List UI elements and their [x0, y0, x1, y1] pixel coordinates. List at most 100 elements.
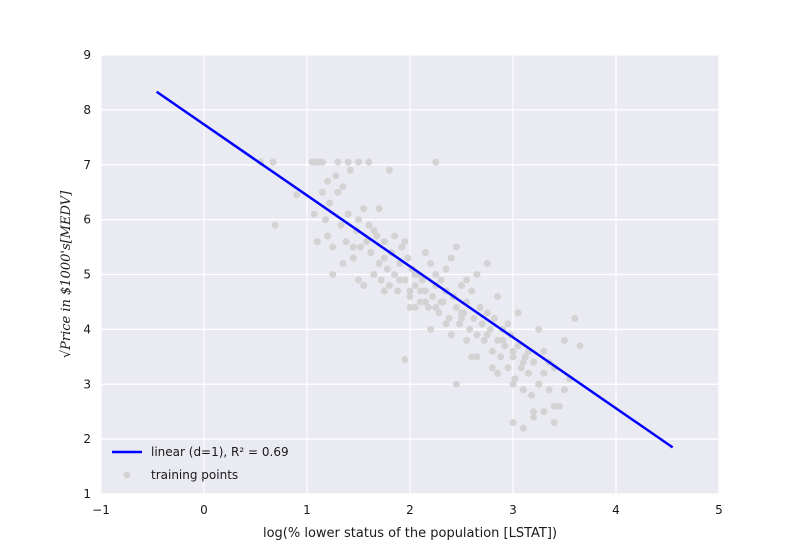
training-point	[339, 260, 347, 268]
training-point	[322, 216, 330, 224]
training-point	[421, 298, 429, 306]
training-point	[488, 364, 496, 372]
training-point	[313, 238, 321, 246]
training-point	[365, 158, 373, 166]
training-point	[271, 221, 279, 229]
y-tick-label: 4	[83, 322, 91, 336]
training-point	[458, 314, 465, 322]
training-point	[509, 380, 517, 388]
training-point	[435, 309, 443, 317]
training-point	[437, 298, 445, 306]
training-point	[497, 353, 505, 361]
training-point	[499, 336, 507, 344]
training-point	[344, 158, 352, 166]
training-point	[406, 303, 414, 311]
y-tick-label: 3	[83, 377, 91, 391]
training-point	[427, 260, 435, 268]
training-point	[355, 216, 362, 224]
training-point	[473, 331, 481, 339]
training-point	[429, 292, 437, 300]
training-point	[346, 166, 354, 174]
training-point	[339, 183, 347, 191]
x-tick-labels: −1 0 1 2 3 4 5	[92, 503, 723, 517]
y-tick-label: 8	[83, 103, 91, 117]
training-point	[524, 369, 532, 377]
gridlines	[100, 54, 720, 495]
training-point	[355, 158, 362, 166]
training-point	[509, 353, 517, 361]
training-point	[411, 281, 419, 289]
training-point	[293, 191, 301, 199]
training-point	[404, 254, 412, 262]
training-point	[377, 276, 385, 284]
training-point	[466, 325, 474, 333]
training-point	[550, 402, 558, 410]
training-point	[458, 281, 465, 289]
training-point	[463, 336, 471, 344]
training-point	[473, 271, 481, 278]
training-point	[380, 254, 388, 262]
training-point	[535, 380, 543, 388]
training-point	[550, 419, 558, 427]
training-point	[311, 158, 319, 166]
training-point	[545, 386, 553, 394]
training-point	[406, 287, 414, 295]
training-point	[418, 276, 426, 284]
training-point	[396, 276, 404, 284]
training-point	[483, 331, 491, 339]
y-tick-label: 5	[83, 268, 91, 282]
training-point	[425, 303, 433, 311]
training-point	[530, 413, 538, 421]
training-point	[504, 364, 512, 372]
training-point	[432, 158, 440, 166]
training-point	[514, 342, 522, 350]
linear-fit-line	[155, 90, 674, 449]
training-point	[468, 353, 476, 361]
training-point	[519, 386, 527, 394]
training-point	[326, 199, 334, 207]
y-tick-label: 7	[83, 158, 91, 172]
training-point	[318, 158, 326, 166]
training-point	[447, 331, 455, 339]
training-point	[452, 303, 460, 311]
training-point	[483, 260, 491, 268]
legend-label-linear: linear (d=1), R² = 0.69	[151, 445, 289, 459]
training-point	[455, 320, 463, 328]
training-point	[367, 249, 375, 257]
training-point	[478, 320, 486, 328]
x-tick-label: 4	[612, 503, 620, 517]
training-point	[535, 325, 543, 333]
training-point	[490, 314, 498, 322]
training-point	[329, 271, 337, 278]
legend: linear (d=1), R² = 0.69 training points	[112, 445, 289, 482]
training-point	[509, 419, 517, 427]
training-point	[370, 227, 378, 235]
fit-line-layer	[155, 90, 674, 449]
training-point	[483, 309, 491, 317]
training-point	[411, 271, 419, 278]
training-point	[401, 356, 409, 364]
training-point	[334, 188, 342, 196]
training-point	[391, 271, 399, 278]
training-point	[332, 172, 340, 180]
training-point	[445, 314, 453, 322]
training-point	[416, 287, 424, 295]
training-point	[373, 232, 381, 240]
training-point	[561, 386, 568, 394]
training-point	[357, 243, 365, 251]
y-tick-labels: 1 2 3 4 5 6 7 8 9	[83, 48, 91, 501]
training-point	[530, 358, 538, 366]
training-point	[511, 375, 519, 383]
training-point	[447, 254, 455, 262]
training-point	[517, 364, 525, 372]
training-point	[349, 254, 357, 262]
training-point	[344, 210, 352, 218]
training-point	[476, 303, 484, 311]
training-point	[452, 243, 460, 251]
training-point	[501, 342, 509, 350]
training-point	[310, 210, 318, 218]
training-point	[360, 281, 368, 289]
training-point	[442, 320, 450, 328]
training-points-layer	[257, 158, 584, 432]
